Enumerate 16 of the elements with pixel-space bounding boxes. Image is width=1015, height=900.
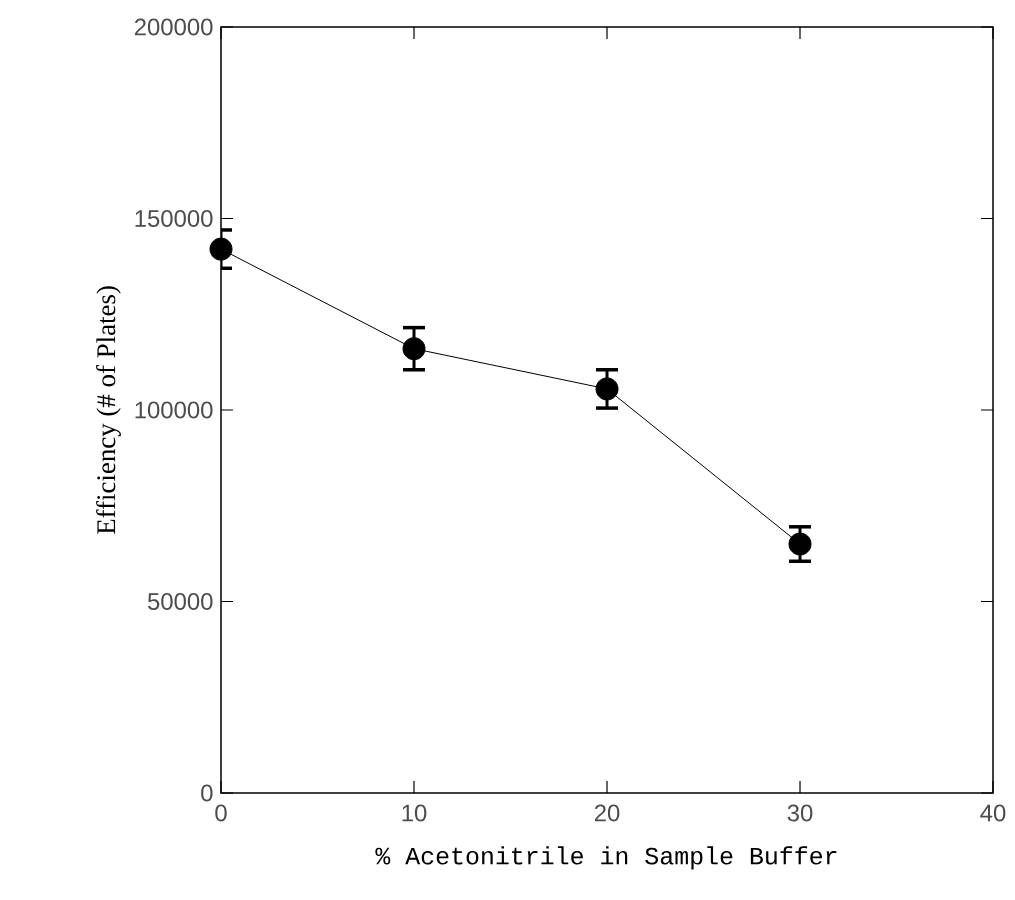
x-tick-label: 20 — [594, 804, 620, 822]
y-tick-label: 50000 — [147, 593, 213, 610]
x-tick-label: 10 — [402, 804, 427, 822]
y-tick-label: 100000 — [135, 401, 213, 419]
x-axis-title: % Acetonitrile in Sample Buffer — [375, 846, 837, 870]
x-tick-label: 30 — [787, 804, 813, 822]
y-tick-label: 150000 — [135, 210, 213, 227]
y-tick-label: 0 — [201, 784, 213, 802]
point — [402, 337, 426, 361]
point — [595, 377, 619, 401]
point — [788, 532, 812, 556]
x-tick-label: 40 — [980, 804, 1006, 822]
y-tick-label: 200000 — [134, 18, 213, 36]
y-axis-title: Efficiency (# of Plates) — [96, 286, 121, 535]
point — [209, 237, 233, 261]
x-tick-label: 0 — [215, 804, 227, 822]
